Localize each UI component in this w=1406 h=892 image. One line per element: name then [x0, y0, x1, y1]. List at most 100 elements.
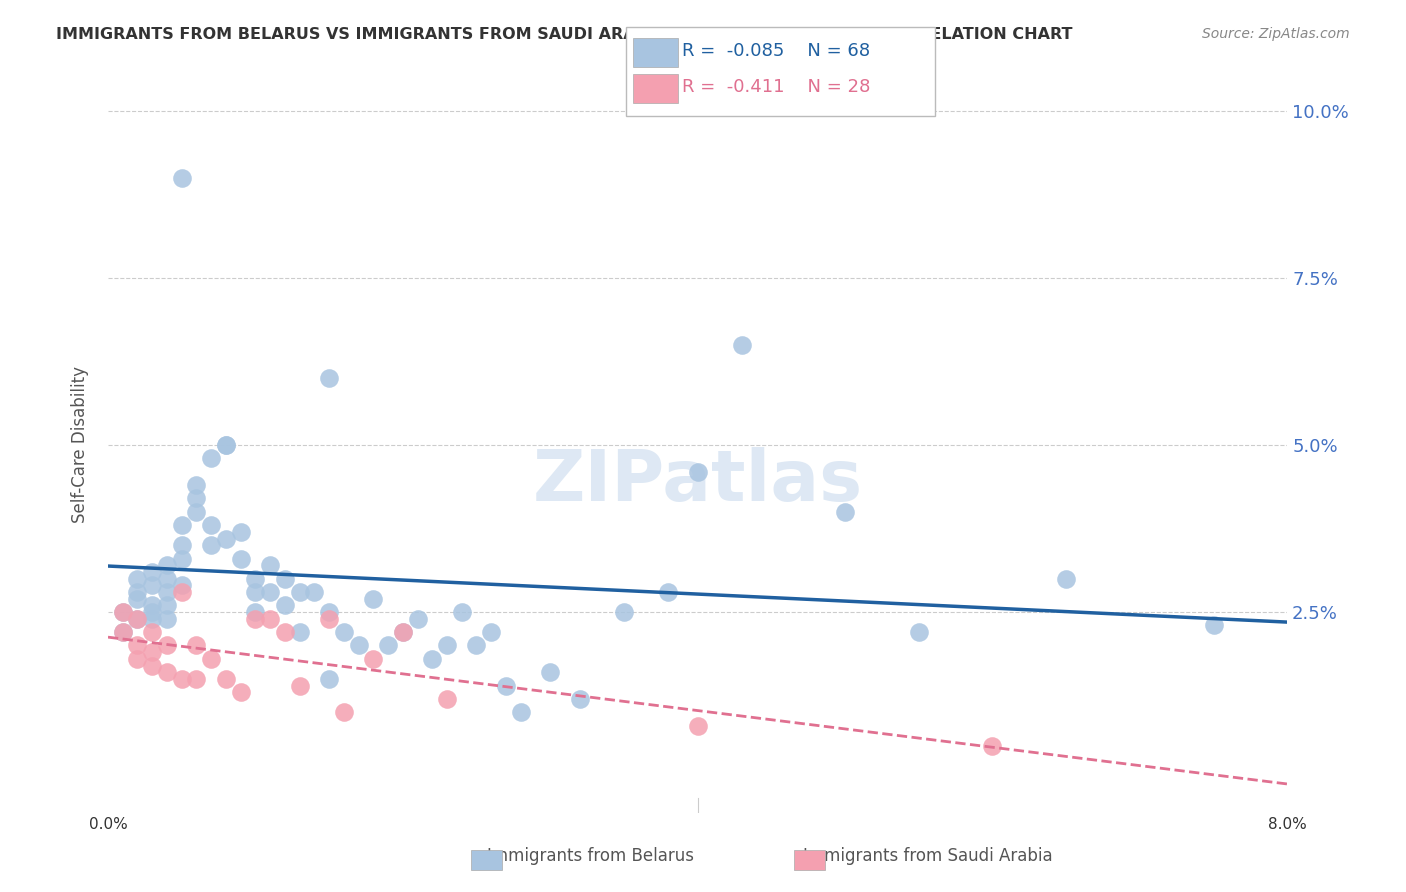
Point	[111, 625, 134, 640]
Point	[111, 625, 134, 640]
Point	[127, 652, 149, 666]
Text: Immigrants from Belarus: Immigrants from Belarus	[486, 847, 695, 865]
Point	[377, 639, 399, 653]
Point	[127, 612, 149, 626]
Point	[127, 591, 149, 606]
Point	[127, 639, 149, 653]
Point	[391, 625, 413, 640]
Point	[111, 605, 134, 619]
Point	[186, 478, 208, 492]
Point	[436, 639, 458, 653]
Point	[141, 599, 163, 613]
Point	[288, 679, 311, 693]
Point	[420, 652, 443, 666]
Point	[363, 652, 385, 666]
Point	[200, 652, 222, 666]
Point	[391, 625, 413, 640]
Point	[834, 505, 856, 519]
Point	[215, 672, 238, 686]
Point	[245, 585, 267, 599]
Point	[170, 585, 193, 599]
Point	[288, 625, 311, 640]
Point	[318, 612, 340, 626]
Point	[170, 672, 193, 686]
Point	[156, 599, 179, 613]
Point	[127, 572, 149, 586]
Point	[215, 532, 238, 546]
Point	[229, 551, 252, 566]
Point	[245, 605, 267, 619]
Point	[186, 505, 208, 519]
Point	[200, 538, 222, 552]
Point	[141, 658, 163, 673]
Point	[686, 719, 709, 733]
Point	[170, 170, 193, 185]
Point	[568, 692, 591, 706]
Point	[907, 625, 929, 640]
Text: ZIPatlas: ZIPatlas	[533, 447, 863, 516]
Text: Source: ZipAtlas.com: Source: ZipAtlas.com	[1202, 27, 1350, 41]
Text: Immigrants from Saudi Arabia: Immigrants from Saudi Arabia	[803, 847, 1053, 865]
Point	[288, 585, 311, 599]
Point	[215, 438, 238, 452]
Point	[274, 599, 297, 613]
Point	[141, 565, 163, 579]
Point	[1202, 618, 1225, 632]
Point	[245, 612, 267, 626]
Point	[245, 572, 267, 586]
Point	[509, 706, 531, 720]
Point	[686, 465, 709, 479]
Point	[200, 451, 222, 466]
Point	[170, 578, 193, 592]
Text: R =  -0.085    N = 68: R = -0.085 N = 68	[682, 42, 870, 60]
Point	[141, 645, 163, 659]
Point	[186, 639, 208, 653]
Point	[200, 518, 222, 533]
Point	[406, 612, 429, 626]
Text: R =  -0.411    N = 28: R = -0.411 N = 28	[682, 78, 870, 95]
Point	[127, 585, 149, 599]
Point	[215, 438, 238, 452]
Point	[186, 491, 208, 506]
Point	[274, 572, 297, 586]
Point	[259, 612, 281, 626]
Point	[229, 685, 252, 699]
Point	[156, 665, 179, 680]
Point	[170, 551, 193, 566]
Point	[318, 605, 340, 619]
Point	[259, 585, 281, 599]
Point	[141, 612, 163, 626]
Point	[981, 739, 1004, 753]
Point	[156, 639, 179, 653]
Point	[156, 585, 179, 599]
Point	[347, 639, 370, 653]
Point	[170, 518, 193, 533]
Point	[186, 672, 208, 686]
Point	[363, 591, 385, 606]
Point	[156, 612, 179, 626]
Point	[613, 605, 636, 619]
Point	[731, 337, 754, 351]
Point	[318, 371, 340, 385]
Point	[495, 679, 517, 693]
Point	[127, 612, 149, 626]
Point	[259, 558, 281, 573]
Point	[465, 639, 488, 653]
Y-axis label: Self-Care Disability: Self-Care Disability	[72, 367, 89, 524]
Point	[170, 538, 193, 552]
Point	[304, 585, 326, 599]
Point	[141, 578, 163, 592]
Point	[156, 572, 179, 586]
Point	[156, 558, 179, 573]
Point	[1054, 572, 1077, 586]
Point	[318, 672, 340, 686]
Point	[538, 665, 561, 680]
Point	[141, 625, 163, 640]
Point	[436, 692, 458, 706]
Point	[657, 585, 679, 599]
Point	[229, 524, 252, 539]
Point	[111, 605, 134, 619]
Point	[450, 605, 472, 619]
Point	[141, 605, 163, 619]
Point	[479, 625, 502, 640]
